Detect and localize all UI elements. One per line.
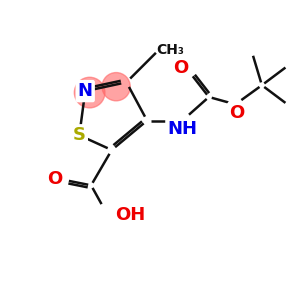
Text: NH: NH: [167, 120, 197, 138]
Text: OH: OH: [115, 206, 145, 224]
Text: O: O: [47, 170, 62, 188]
Text: CH₃: CH₃: [156, 43, 184, 57]
Text: O: O: [229, 104, 244, 122]
Circle shape: [102, 73, 130, 101]
Circle shape: [74, 77, 105, 108]
Text: O: O: [173, 58, 188, 76]
Text: S: S: [73, 126, 86, 144]
Text: N: N: [78, 82, 93, 100]
